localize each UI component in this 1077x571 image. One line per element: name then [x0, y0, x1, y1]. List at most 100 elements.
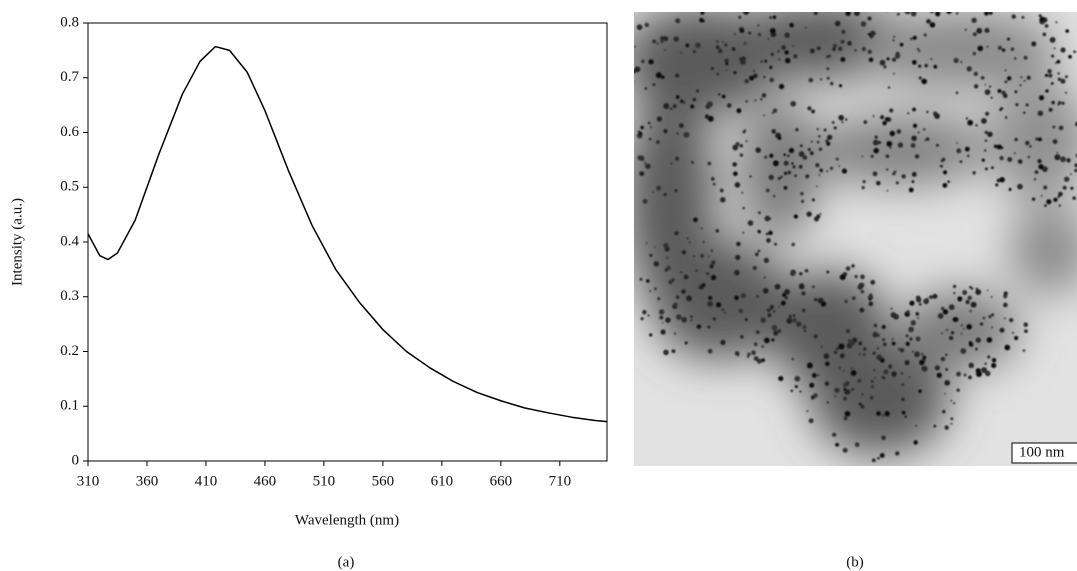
particle [739, 153, 744, 157]
particle [628, 28, 632, 32]
particle [953, 316, 959, 323]
particle [952, 284, 957, 289]
particle [1047, 69, 1052, 74]
particle [986, 289, 989, 292]
particle [784, 296, 788, 300]
particle [1023, 111, 1026, 114]
particle [778, 376, 784, 382]
particle [850, 370, 857, 376]
particle [874, 135, 878, 139]
particle [755, 252, 759, 257]
particle [918, 302, 922, 306]
particle [1060, 156, 1066, 163]
particle [984, 27, 990, 33]
particle [719, 188, 724, 193]
particle [879, 59, 886, 66]
particle [649, 253, 653, 257]
particle [783, 171, 788, 175]
particle [1055, 21, 1058, 24]
particle [915, 296, 922, 303]
particle [972, 32, 977, 37]
particle [1060, 78, 1066, 84]
particle [1000, 107, 1004, 110]
particle [869, 395, 874, 400]
particle [707, 348, 713, 354]
particle [760, 317, 766, 323]
particle [874, 377, 876, 379]
particle [757, 229, 761, 234]
particle [831, 121, 835, 124]
particle [873, 147, 879, 154]
y-tick-label: 0.6 [60, 124, 79, 140]
particle [764, 59, 768, 63]
particle [917, 317, 920, 320]
particle [761, 358, 765, 363]
particle [960, 60, 963, 64]
y-tick-label: 0.8 [60, 14, 79, 30]
particle [929, 22, 936, 28]
particle [1061, 101, 1065, 105]
particle [892, 172, 896, 176]
particle [881, 338, 886, 342]
particle [641, 59, 645, 64]
y-axis-title: Intensity (a.u.) [9, 198, 25, 286]
particle [884, 410, 890, 417]
particle [859, 307, 865, 313]
particle [786, 154, 790, 158]
particle [681, 316, 687, 323]
particle [768, 230, 773, 236]
particle [708, 295, 713, 301]
particle [912, 107, 916, 112]
particle [843, 396, 847, 401]
particle [755, 147, 761, 153]
particle [872, 351, 876, 355]
particle [957, 296, 963, 302]
particle [736, 108, 742, 114]
particle [773, 330, 779, 336]
particle [796, 321, 802, 327]
particle [642, 198, 648, 204]
particle [744, 318, 748, 321]
particle [891, 338, 894, 340]
particle [1058, 125, 1064, 131]
particle [649, 333, 653, 337]
particle [988, 85, 992, 88]
particle [1033, 178, 1037, 181]
particle [964, 28, 967, 32]
particle [640, 317, 644, 321]
particle [745, 100, 748, 103]
particle [769, 77, 774, 83]
particle [970, 287, 974, 290]
scale-bar-label: 100 nm [1019, 444, 1065, 460]
x-tick-label: 510 [313, 473, 336, 489]
particle [675, 18, 681, 24]
particle [925, 137, 930, 141]
particle [885, 154, 890, 158]
particle [679, 123, 684, 128]
particle [987, 131, 993, 138]
particle [701, 283, 706, 287]
particle [861, 393, 864, 396]
particle [811, 109, 816, 114]
particle [705, 104, 711, 110]
particle [710, 249, 714, 252]
particle [930, 58, 933, 60]
particle [725, 62, 729, 66]
particle [910, 320, 917, 326]
particle [681, 289, 686, 294]
particle [858, 402, 862, 406]
particle [1049, 36, 1056, 43]
particle [968, 120, 973, 125]
particle [874, 334, 877, 337]
particle [772, 160, 779, 167]
particle [732, 162, 737, 167]
particle [913, 440, 918, 445]
particle [707, 300, 714, 307]
particle [795, 128, 799, 132]
particle [911, 350, 914, 353]
particle [873, 323, 878, 328]
particle [715, 40, 719, 43]
particle [778, 83, 785, 90]
particle [940, 159, 944, 163]
